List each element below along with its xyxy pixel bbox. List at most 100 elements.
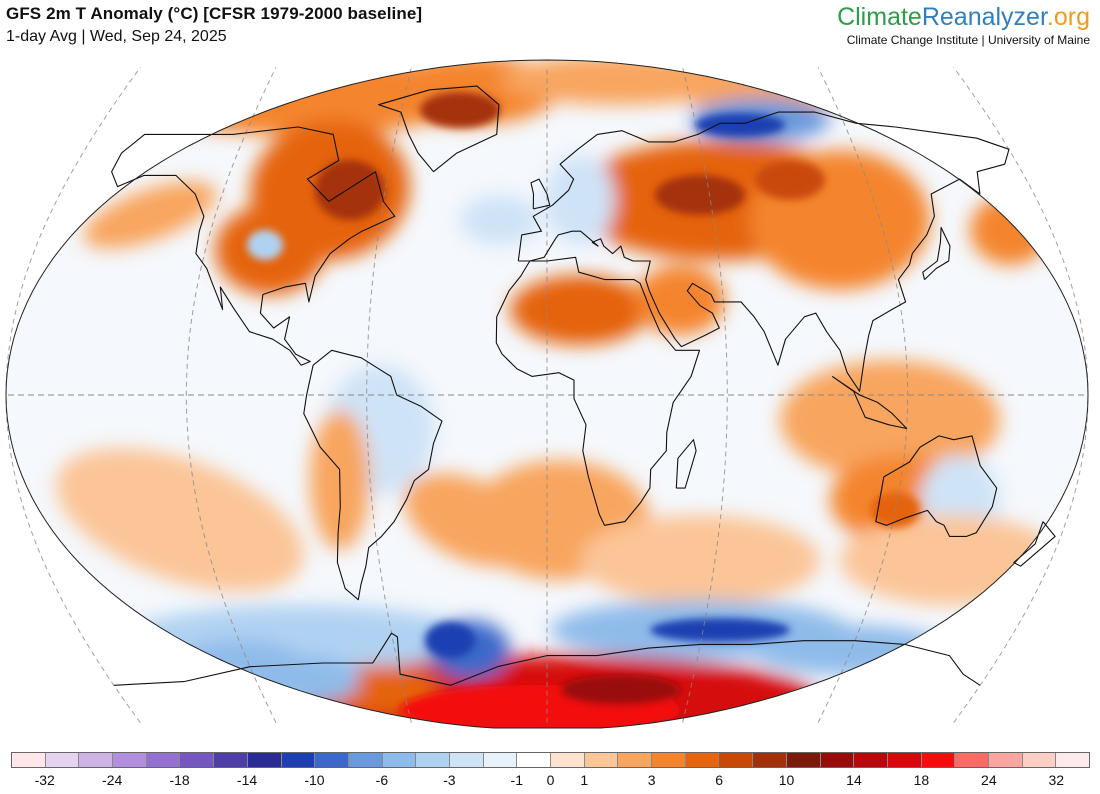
legend-swatch bbox=[820, 753, 855, 767]
legend-swatch bbox=[214, 753, 248, 767]
color-legend bbox=[11, 752, 1090, 768]
anomaly-patch bbox=[580, 515, 820, 605]
legend-swatch bbox=[382, 753, 417, 767]
legend-swatch bbox=[517, 753, 551, 767]
legend-tick-label: -3 bbox=[443, 772, 456, 788]
legend-tick-label: -18 bbox=[169, 772, 190, 788]
legend-tick-label: 32 bbox=[1048, 772, 1065, 788]
coastline-europe-asia bbox=[517, 111, 1010, 392]
legend-swatch bbox=[753, 753, 787, 767]
legend-tick-label: 6 bbox=[715, 772, 723, 788]
legend-swatch bbox=[449, 753, 484, 767]
legend-swatch bbox=[79, 753, 114, 767]
brand-tagline: Climate Change Institute | University of… bbox=[846, 33, 1090, 47]
graticule-meridian bbox=[682, 67, 728, 723]
anomaly-patch bbox=[83, 181, 217, 249]
coastline-north-america bbox=[111, 126, 396, 366]
legend-swatch bbox=[551, 753, 585, 767]
legend-swatch bbox=[786, 753, 821, 767]
anomaly-core bbox=[755, 160, 825, 200]
legend-tick-label: 24 bbox=[981, 772, 997, 788]
legend-tick-label: 10 bbox=[778, 772, 795, 788]
anomaly-patch bbox=[635, 265, 725, 335]
legend-swatch bbox=[180, 753, 215, 767]
anomaly-patch bbox=[180, 640, 300, 680]
legend-swatch bbox=[685, 753, 720, 767]
legend-tick-label: -14 bbox=[236, 772, 258, 788]
legend-swatch bbox=[1056, 753, 1089, 767]
anomaly-core bbox=[315, 160, 385, 220]
anomaly-core bbox=[550, 292, 620, 328]
legend-swatch bbox=[584, 753, 619, 767]
anomaly-core bbox=[650, 618, 790, 642]
graticule-meridian bbox=[366, 67, 412, 723]
anomaly-patch bbox=[56, 448, 304, 592]
coastline-madagascar bbox=[675, 439, 697, 489]
anomaly-patch bbox=[460, 195, 540, 245]
legend-swatch bbox=[955, 753, 989, 767]
legend-swatch bbox=[247, 753, 282, 767]
legend-swatch bbox=[416, 753, 450, 767]
anomaly-core bbox=[560, 675, 680, 705]
legend-tick-label: -1 bbox=[510, 772, 524, 788]
coastline-indonesia bbox=[831, 375, 908, 430]
map-fill bbox=[6, 60, 1088, 728]
brand-logo-part-org: .org bbox=[1046, 3, 1090, 31]
graticule-meridian bbox=[817, 67, 909, 723]
legend-swatch bbox=[483, 753, 518, 767]
legend-swatch bbox=[618, 753, 653, 767]
anomaly-core bbox=[425, 622, 475, 658]
legend-tick-label: 14 bbox=[846, 772, 862, 788]
anomaly-core bbox=[655, 175, 745, 215]
coastline-south-america bbox=[303, 349, 443, 601]
brand-logo[interactable]: ClimateReanalyzer.org bbox=[837, 2, 1090, 32]
legend-swatch bbox=[854, 753, 888, 767]
globe-outline bbox=[5, 59, 1089, 729]
anomaly-patch bbox=[780, 360, 1000, 480]
legend-swatch bbox=[113, 753, 147, 767]
anomaly-patch bbox=[545, 155, 615, 245]
legend-tick-label: -6 bbox=[375, 772, 389, 788]
legend-swatch bbox=[1022, 753, 1057, 767]
coastline-antarctica bbox=[113, 632, 981, 686]
anomaly-core bbox=[420, 92, 500, 128]
anomaly-core bbox=[247, 230, 283, 260]
coastline-nz bbox=[1013, 521, 1056, 567]
legend-tick-label: -32 bbox=[34, 772, 55, 788]
anomaly-core bbox=[870, 492, 920, 528]
legend-tick-label: -10 bbox=[304, 772, 325, 788]
brand-logo-part-climate: Climate bbox=[837, 3, 922, 31]
brand-block: ClimateReanalyzer.org Climate Change Ins… bbox=[837, 2, 1090, 47]
coastline-africa bbox=[495, 256, 701, 526]
legend-swatch bbox=[45, 753, 80, 767]
coastline-greenland bbox=[378, 85, 500, 173]
legend-swatch bbox=[348, 753, 383, 767]
legend-swatch bbox=[652, 753, 686, 767]
map-title: GFS 2m T Anomaly (°C) [CFSR 1979-2000 ba… bbox=[6, 4, 423, 23]
graticule-meridian bbox=[185, 67, 277, 723]
legend-tick-label: -24 bbox=[102, 772, 123, 788]
legend-swatch bbox=[921, 753, 956, 767]
coastline-australia bbox=[875, 435, 998, 537]
legend-swatch bbox=[12, 753, 46, 767]
legend-tick-labels: -32 -24 -18 -14 -10 -6 -3 -1 0 1 3 6 10 14 18 24 32 bbox=[0, 772, 1100, 792]
legend-tick-label: 18 bbox=[913, 772, 930, 788]
legend-swatch bbox=[146, 753, 181, 767]
legend-tick-label: 1 bbox=[580, 772, 589, 788]
coastlines bbox=[111, 85, 1056, 686]
anomaly-patch bbox=[404, 473, 536, 567]
legend-swatch bbox=[719, 753, 754, 767]
brand-logo-part-reanalyzer: Reanalyzer bbox=[921, 3, 1047, 31]
legend-tick-label: 0 bbox=[546, 772, 555, 788]
legend-swatch bbox=[988, 753, 1023, 767]
map-subtitle: 1-day Avg | Wed, Sep 24, 2025 bbox=[6, 28, 227, 45]
anomaly-field-detail bbox=[247, 92, 920, 728]
legend-swatch bbox=[887, 753, 922, 767]
legend-tick-label: 3 bbox=[647, 772, 656, 788]
coastline-japan bbox=[922, 226, 951, 280]
legend-swatch bbox=[315, 753, 349, 767]
legend-swatch bbox=[281, 753, 316, 767]
anomaly-core bbox=[695, 113, 785, 137]
coastline-uk bbox=[530, 178, 551, 210]
